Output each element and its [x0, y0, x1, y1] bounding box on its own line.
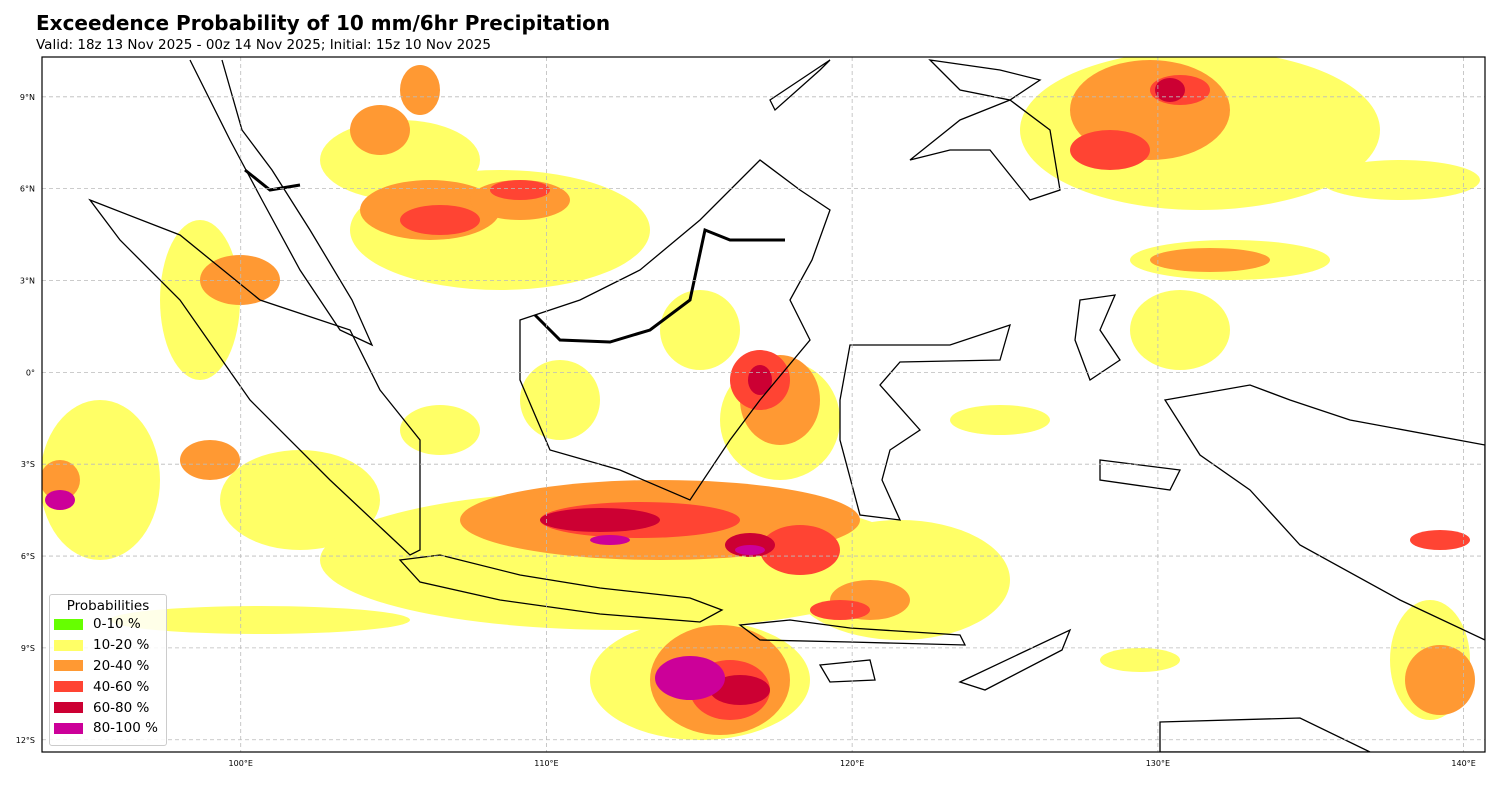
legend-swatch — [54, 618, 83, 630]
probability-patch — [42, 460, 80, 500]
legend-item: 40-60 % — [50, 676, 166, 697]
lat-tick-label: 9°N — [20, 93, 35, 102]
legend-label: 80-100 % — [93, 720, 158, 737]
legend-label: 60-80 % — [93, 699, 150, 716]
probability-patch — [350, 105, 410, 155]
axis-ticks: 100°E 110°E 120°E 130°E 140°E 9°N 6°N 3°N 0° 3°S 6… — [16, 93, 1476, 768]
coast-java — [398, 554, 724, 623]
lat-tick-label: 12°S — [16, 736, 35, 745]
legend-item: 80-100 % — [50, 718, 166, 739]
gridlines — [42, 57, 1485, 752]
border-thailand-malaysia — [244, 168, 301, 192]
map-title: Exceedence Probability of 10 mm/6hr Prec… — [36, 11, 611, 35]
map-subtitle: Valid: 18z 13 Nov 2025 - 00z 14 Nov 2025… — [36, 37, 491, 53]
lon-tick-label: 140°E — [1451, 759, 1475, 768]
lat-tick-label: 6°S — [21, 552, 35, 561]
probability-patch — [42, 400, 160, 560]
probability-patch — [400, 65, 440, 115]
probability-patch — [655, 656, 725, 700]
legend-swatch — [54, 639, 83, 651]
legend-item: 10-20 % — [50, 635, 166, 656]
coast-borneo — [519, 159, 831, 501]
probability-patch — [1155, 78, 1185, 102]
probability-patch — [760, 525, 840, 575]
coast-malay-peninsula — [189, 59, 374, 347]
probability-patch — [45, 490, 75, 510]
legend-swatch — [54, 660, 83, 672]
probability-patch — [1100, 648, 1180, 672]
coast-halmahera — [1074, 294, 1121, 381]
probability-patch — [520, 360, 600, 440]
coast-new-guinea — [1163, 384, 1485, 641]
lat-tick-label: 3°N — [20, 277, 35, 286]
legend-label: 0-10 % — [93, 616, 141, 633]
legend-label: 10-20 % — [93, 637, 150, 654]
probability-patch — [200, 255, 280, 305]
border-borneo — [533, 227, 785, 344]
legend-swatch — [54, 702, 83, 714]
probability-patch — [1405, 645, 1475, 715]
lat-tick-label: 0° — [26, 368, 35, 377]
probability-patch — [1320, 160, 1480, 200]
probability-patch — [710, 675, 770, 705]
lat-tick-label: 3°S — [21, 460, 35, 469]
legend-swatch — [54, 722, 83, 734]
probability-patch — [735, 545, 765, 555]
lon-tick-label: 130°E — [1146, 759, 1170, 768]
probability-patch — [810, 600, 870, 620]
legend-item: 0-10 % — [50, 614, 166, 635]
probability-patch — [540, 508, 660, 532]
lon-tick-label: 120°E — [840, 759, 864, 768]
lat-tick-label: 9°S — [21, 644, 35, 653]
coast-timor — [958, 628, 1072, 691]
probability-patch — [400, 205, 480, 235]
legend-label: 20-40 % — [93, 657, 150, 674]
coast-philippines-north — [928, 59, 1042, 101]
lat-tick-label: 6°N — [20, 185, 35, 194]
probability-patch — [950, 405, 1050, 435]
legend-swatch — [54, 681, 83, 693]
probability-patch — [220, 450, 380, 550]
map-frame — [41, 56, 1486, 753]
probability-patch — [1410, 530, 1470, 550]
coast-mindanao — [909, 99, 1061, 201]
probability-patch — [180, 440, 240, 480]
borders — [244, 168, 785, 344]
probability-patch — [1070, 130, 1150, 170]
coast-australia — [1159, 717, 1371, 752]
probability-patch — [590, 535, 630, 545]
coast-seram — [1099, 459, 1181, 491]
coast-sumba — [818, 659, 876, 683]
probability-patch — [490, 180, 550, 200]
legend-item: 20-40 % — [50, 656, 166, 677]
coastlines — [88, 59, 1485, 752]
coast-palawan — [769, 59, 831, 112]
coast-sumatra — [88, 198, 421, 556]
legend: Probabilities 0-10 % 10-20 % 20-40 % 40-60 … — [49, 594, 167, 746]
probability-patch — [1150, 248, 1270, 272]
coast-lesser-sunda — [738, 619, 967, 646]
legend-title: Probabilities — [66, 598, 150, 614]
legend-item: 60-80 % — [50, 697, 166, 718]
lon-tick-label: 110°E — [534, 759, 558, 768]
probability-patch — [110, 606, 410, 634]
probability-patch — [660, 290, 740, 370]
legend-label: 40-60 % — [93, 678, 150, 695]
lon-tick-label: 100°E — [229, 759, 253, 768]
probability-patch — [1130, 290, 1230, 370]
coast-sulawesi — [839, 323, 1011, 521]
probability-field — [42, 57, 1480, 740]
